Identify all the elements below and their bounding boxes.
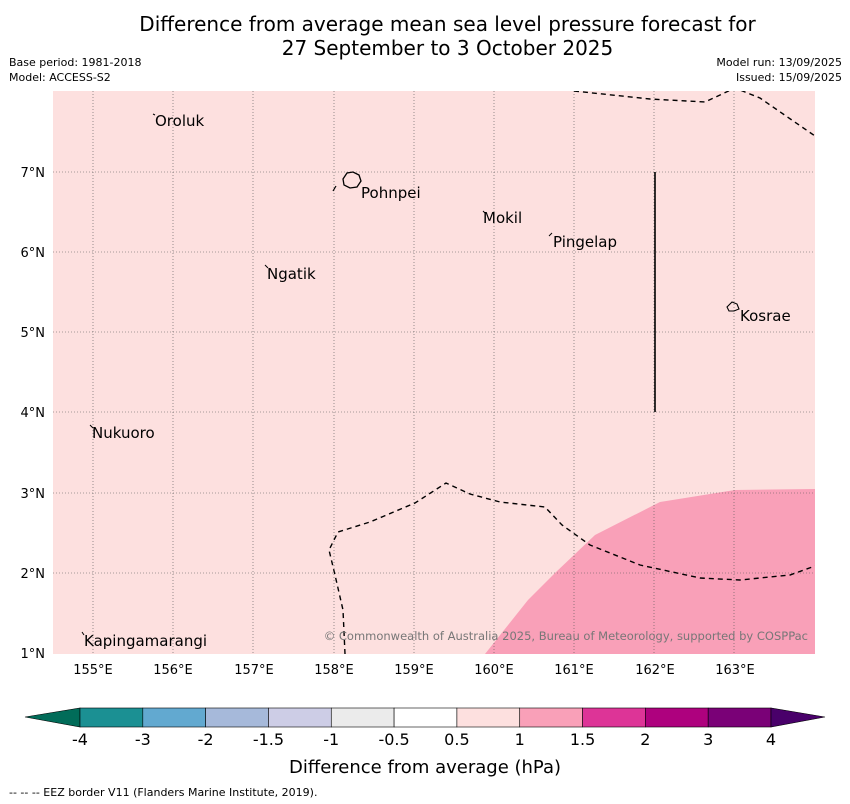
lat-tick-label: 2°N	[21, 567, 46, 582]
pingelap-atoll-shape	[548, 232, 553, 237]
colorbar-segment	[582, 707, 646, 728]
copyright-text: © Commonwealth of Australia 2025, Bureau…	[324, 629, 808, 643]
colorbar-tick-label: 0.5	[444, 730, 469, 749]
meta-right: Model run: 13/09/2025 Issued: 15/09/2025	[716, 55, 842, 85]
colorbar-tick-label: -1.5	[253, 730, 284, 749]
colorbar-segment	[645, 707, 709, 728]
colorbar-segment	[268, 707, 332, 728]
lat-tick-label: 7°N	[21, 166, 46, 181]
lon-tick-label: 158°E	[314, 663, 354, 678]
title-line-1: Difference from average mean sea level p…	[139, 12, 756, 36]
colorbar-segment	[456, 707, 521, 728]
colorbar-segment	[707, 707, 772, 728]
pressure-anomaly-region	[485, 489, 815, 654]
place-label-nukuoro: Nukuoro	[92, 424, 155, 442]
place-label-pingelap: Pingelap	[553, 233, 617, 251]
eez-footnote: -- -- -- EEZ border V11 (Flanders Marine…	[9, 786, 318, 799]
colorbar-tick-label: 4	[766, 730, 776, 749]
colorbar-tick-label: -1	[323, 730, 339, 749]
issued-text: Issued: 15/09/2025	[735, 71, 842, 84]
colorbar: -4 -3 -2 -1.5 -1 -0.5 0.5 1 1.5 2 3 4 Difference fr…	[24, 707, 826, 778]
colorbar-tick-label: -2	[198, 730, 214, 749]
colorbar-tick-label: 3	[703, 730, 713, 749]
colorbar-under-arrow	[24, 707, 81, 728]
colorbar-segment	[79, 707, 144, 728]
lon-tick-label: 157°E	[234, 663, 274, 678]
kosrae-island-shape	[726, 301, 740, 312]
lon-tick-label: 160°E	[474, 663, 514, 678]
colorbar-tick-label: 1.5	[570, 730, 595, 749]
place-label-kapingamarangi: Kapingamarangi	[84, 632, 207, 650]
place-label-pohnpei: Pohnpei	[361, 184, 421, 202]
lon-tick-label: 162°E	[635, 663, 675, 678]
lon-tick-label: 163°E	[715, 663, 755, 678]
colorbar-tick-label: 2	[640, 730, 650, 749]
place-label-mokil: Mokil	[483, 209, 522, 227]
colorbar-segment	[519, 707, 583, 728]
lat-tick-label: 1°N	[21, 647, 46, 662]
place-label-ngatik: Ngatik	[267, 265, 316, 283]
lon-tick-label: 156°E	[153, 663, 193, 678]
lat-tick-label: 4°N	[21, 406, 46, 421]
colorbar-over-arrow	[770, 707, 826, 728]
graticule	[53, 91, 815, 654]
colorbar-tick-label: -4	[72, 730, 88, 749]
base-period-text: Base period: 1981-2018	[9, 56, 142, 69]
pohnpei-island-shape	[342, 171, 362, 189]
colorbar-segment	[142, 707, 206, 728]
colorbar-tick-label: -3	[135, 730, 151, 749]
lon-tick-label: 159°E	[394, 663, 434, 678]
colorbar-label: Difference from average (hPa)	[289, 757, 561, 778]
lon-tick-label: 155°E	[73, 663, 113, 678]
place-label-oroluk: Oroluk	[155, 112, 204, 130]
model-run-text: Model run: 13/09/2025	[716, 56, 842, 69]
oroluk-atoll-shape	[152, 113, 156, 116]
nukuoro-atoll-shape	[89, 424, 94, 429]
lat-tick-label: 5°N	[21, 326, 46, 341]
lon-tick-label: 161°E	[554, 663, 594, 678]
place-label-kosrae: Kosrae	[740, 307, 791, 325]
colorbar-tick-label: 1	[515, 730, 525, 749]
eez-fragment	[332, 185, 337, 192]
meta-left: Base period: 1981-2018 Model: ACCESS-S2	[9, 55, 141, 85]
colorbar-segment	[393, 707, 458, 728]
model-text: Model: ACCESS-S2	[9, 71, 111, 84]
colorbar-segment	[330, 707, 395, 728]
lat-tick-label: 3°N	[21, 487, 46, 502]
lat-tick-label: 6°N	[21, 246, 46, 261]
colorbar-tick-label: -0.5	[378, 730, 409, 749]
colorbar-segment	[205, 707, 269, 728]
mokil-atoll-shape	[482, 210, 486, 214]
ngatik-atoll-shape	[264, 264, 269, 269]
eez-border	[328, 91, 815, 654]
title-line-2: 27 September to 3 October 2025	[281, 36, 614, 60]
kapingamarangi-atoll-shape	[81, 631, 85, 636]
map-title: Difference from average mean sea level p…	[0, 12, 850, 60]
